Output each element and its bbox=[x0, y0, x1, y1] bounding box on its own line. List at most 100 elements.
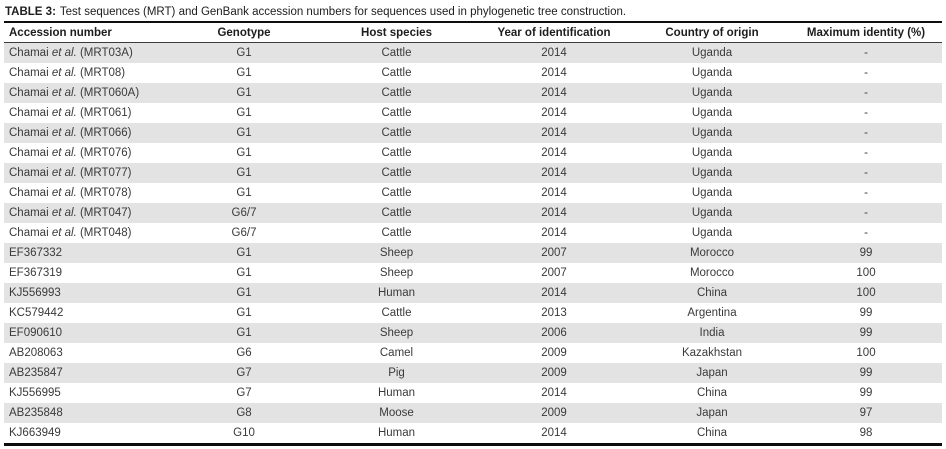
cell-host-species: Cattle bbox=[381, 47, 412, 59]
cell-maximum-identity: 99 bbox=[859, 307, 873, 319]
cell-genotype: G6/7 bbox=[231, 227, 257, 239]
table-row: Chamai et al. (MRT060A) G1 Cattle 2014 Ugand… bbox=[4, 83, 942, 103]
cell-maximum-identity: - bbox=[864, 127, 868, 139]
table-header-row: Accession number Genotype Host species Y… bbox=[4, 22, 942, 43]
col-header-max-identity: Maximum identity (%) bbox=[790, 22, 942, 43]
cell-genotype: G1 bbox=[236, 247, 252, 259]
cell-host-species: Sheep bbox=[379, 327, 414, 339]
cell-country-of-origin: Uganda bbox=[691, 87, 733, 99]
cell-accession-number: EF367319 bbox=[9, 267, 63, 279]
cell-country-of-origin: Uganda bbox=[691, 47, 733, 59]
cell-accession-number: AB235847 bbox=[9, 367, 63, 379]
cell-host-species: Sheep bbox=[379, 247, 414, 259]
cell-accession-number: Chamai et al. (MRT03A) bbox=[9, 47, 133, 59]
cell-country-of-origin: Uganda bbox=[691, 227, 733, 239]
cell-accession-number: AB235848 bbox=[9, 407, 63, 419]
cell-genotype: G1 bbox=[236, 287, 252, 299]
cell-host-species: Cattle bbox=[381, 147, 412, 159]
table-row: Chamai et al. (MRT061) G1 Cattle 2014 Uganda… bbox=[4, 103, 942, 123]
cell-country-of-origin: Argentina bbox=[687, 307, 737, 319]
cell-genotype: G1 bbox=[236, 147, 252, 159]
cell-host-species: Cattle bbox=[381, 107, 412, 119]
cell-host-species: Camel bbox=[379, 347, 414, 359]
cell-host-species: Cattle bbox=[381, 307, 412, 319]
cell-year-of-identification: 2009 bbox=[541, 347, 567, 359]
cell-country-of-origin: China bbox=[696, 427, 728, 439]
cell-genotype: G1 bbox=[236, 307, 252, 319]
cell-host-species: Human bbox=[377, 427, 416, 439]
cell-maximum-identity: 98 bbox=[859, 427, 873, 439]
cell-maximum-identity: 97 bbox=[859, 407, 873, 419]
cell-host-species: Cattle bbox=[381, 167, 412, 179]
table-row: AB235847 G7 Pig 2009 Japan 99 bbox=[4, 363, 942, 383]
cell-maximum-identity: - bbox=[864, 207, 868, 219]
cell-country-of-origin: Uganda bbox=[691, 127, 733, 139]
cell-country-of-origin: China bbox=[696, 287, 728, 299]
cell-maximum-identity: 99 bbox=[859, 247, 873, 259]
cell-accession-number: Chamai et al. (MRT078) bbox=[9, 187, 132, 199]
table-row: KJ556995 G7 Human 2014 China 99 bbox=[4, 383, 942, 403]
table-row: Chamai et al. (MRT076) G1 Cattle 2014 Uganda… bbox=[4, 143, 942, 163]
cell-host-species: Human bbox=[377, 387, 416, 399]
cell-country-of-origin: Morocco bbox=[689, 247, 735, 259]
sequences-table: Accession number Genotype Host species Y… bbox=[4, 21, 942, 446]
cell-genotype: G1 bbox=[236, 327, 252, 339]
col-header-host-species: Host species bbox=[319, 22, 474, 43]
cell-country-of-origin: Japan bbox=[696, 407, 728, 419]
cell-genotype: G7 bbox=[236, 367, 252, 379]
cell-host-species: Human bbox=[377, 287, 416, 299]
cell-genotype: G7 bbox=[236, 387, 252, 399]
cell-year-of-identification: 2014 bbox=[541, 87, 567, 99]
cell-country-of-origin: Uganda bbox=[691, 147, 733, 159]
cell-maximum-identity: - bbox=[864, 67, 868, 79]
table-row: Chamai et al. (MRT077) G1 Cattle 2014 Uganda… bbox=[4, 163, 942, 183]
cell-genotype: G1 bbox=[236, 167, 252, 179]
cell-year-of-identification: 2014 bbox=[541, 107, 567, 119]
cell-country-of-origin: Kazakhstan bbox=[681, 347, 743, 359]
cell-genotype: G1 bbox=[236, 267, 252, 279]
cell-host-species: Cattle bbox=[381, 127, 412, 139]
cell-maximum-identity: - bbox=[864, 47, 868, 59]
cell-year-of-identification: 2014 bbox=[541, 387, 567, 399]
cell-host-species: Cattle bbox=[381, 67, 412, 79]
table-caption-text: Test sequences (MRT) and GenBank accessi… bbox=[59, 6, 627, 18]
cell-year-of-identification: 2014 bbox=[541, 67, 567, 79]
cell-country-of-origin: Japan bbox=[696, 367, 728, 379]
cell-country-of-origin: Uganda bbox=[691, 107, 733, 119]
cell-accession-number: KC579442 bbox=[9, 307, 64, 319]
cell-country-of-origin: Uganda bbox=[691, 167, 733, 179]
col-header-accession-number: Accession number bbox=[4, 22, 169, 43]
table-row: EF367332 G1 Sheep 2007 Morocco 99 bbox=[4, 243, 942, 263]
cell-year-of-identification: 2014 bbox=[541, 227, 567, 239]
cell-genotype: G1 bbox=[236, 87, 252, 99]
cell-accession-number: Chamai et al. (MRT077) bbox=[9, 167, 132, 179]
col-header-year: Year of identification bbox=[474, 22, 634, 43]
cell-accession-number: Chamai et al. (MRT061) bbox=[9, 107, 132, 119]
cell-maximum-identity: 100 bbox=[856, 267, 876, 279]
cell-host-species: Cattle bbox=[381, 187, 412, 199]
cell-genotype: G1 bbox=[236, 47, 252, 59]
cell-host-species: Pig bbox=[388, 367, 405, 379]
cell-country-of-origin: China bbox=[696, 387, 728, 399]
cell-year-of-identification: 2014 bbox=[541, 287, 567, 299]
cell-accession-number: Chamai et al. (MRT047) bbox=[9, 207, 132, 219]
table-row: Chamai et al. (MRT048) G6/7 Cattle 2014 Ugan… bbox=[4, 223, 942, 243]
cell-host-species: Moose bbox=[379, 407, 414, 419]
cell-maximum-identity: - bbox=[864, 187, 868, 199]
cell-maximum-identity: 100 bbox=[856, 347, 876, 359]
cell-year-of-identification: 2014 bbox=[541, 187, 567, 199]
cell-year-of-identification: 2013 bbox=[541, 307, 567, 319]
table-caption-label: TABLE 3: bbox=[5, 6, 56, 18]
cell-accession-number: KJ556993 bbox=[9, 287, 61, 299]
table-row: KJ663949 G10 Human 2014 China 98 bbox=[4, 423, 942, 445]
cell-accession-number: Chamai et al. (MRT076) bbox=[9, 147, 132, 159]
table-body: Chamai et al. (MRT03A) G1 Cattle 2014 Uganda… bbox=[4, 42, 942, 445]
cell-accession-number: Chamai et al. (MRT048) bbox=[9, 227, 132, 239]
cell-year-of-identification: 2014 bbox=[541, 427, 567, 439]
col-header-country: Country of origin bbox=[634, 22, 790, 43]
table-row: EF367319 G1 Sheep 2007 Morocco 100 bbox=[4, 263, 942, 283]
cell-host-species: Cattle bbox=[381, 227, 412, 239]
table-header: Accession number Genotype Host species Y… bbox=[4, 22, 942, 43]
cell-genotype: G10 bbox=[233, 427, 255, 439]
